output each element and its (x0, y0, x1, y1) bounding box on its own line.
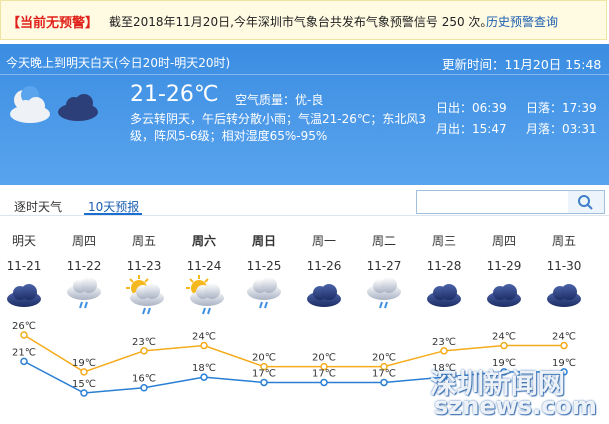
high-point (560, 341, 568, 350)
low-point (440, 373, 448, 381)
today-panel: 今天晚上到明天白天(今日20时-明天20时) 更新时间：11月20日 15:48… (0, 44, 609, 185)
high-point (380, 362, 388, 371)
high-label: 24℃ (552, 332, 576, 343)
high-line (23, 334, 564, 373)
low-label: 17℃ (252, 368, 276, 379)
date: 11-27 (367, 259, 402, 273)
low-label: 17℃ (312, 368, 336, 379)
date: 11-29 (487, 259, 522, 273)
low-point (320, 378, 328, 387)
description: 多云转阴天，午后转分散小雨；气温21-26℃；东北风3级，阵风5-6级；相对湿度… (130, 112, 426, 143)
high-point (200, 341, 208, 350)
high-label: 20℃ (372, 353, 396, 364)
high-label: 26℃ (12, 321, 36, 332)
date: 11-21 (7, 259, 42, 273)
low-point (380, 378, 388, 387)
today-icons (10, 86, 98, 123)
high-label: 24℃ (492, 332, 516, 343)
forecast-chart: 明天 11-21 周四 11-22 周五 11-23 周六 11-24 周日 11-25 周一 11-… (7, 233, 582, 397)
low-label: 19℃ (492, 358, 516, 369)
low-label: 18℃ (432, 363, 456, 374)
date: 11-30 (547, 259, 582, 273)
moonrise: 月出：15:47 (436, 122, 507, 136)
moonset: 月落：03:31 (526, 122, 597, 136)
alert-text: 截至2018年11月20日,今年深圳市气象台共发布气象预警信号 250 次。 (109, 15, 493, 29)
weekday: 周一 (312, 234, 336, 248)
high-point (260, 362, 268, 371)
high-label: 20℃ (312, 353, 336, 364)
high-point (80, 368, 88, 376)
weekday: 周六 (192, 233, 216, 248)
date: 11-26 (307, 259, 342, 273)
low-line (23, 360, 564, 394)
divider (0, 215, 609, 216)
low-point (500, 368, 508, 376)
updated: 更新时间：11月20日 15:48 (442, 57, 602, 72)
low-label: 16℃ (132, 374, 156, 385)
air-quality: 空气质量：优-良 (235, 93, 324, 107)
date: 11-23 (127, 259, 162, 273)
weekday: 周二 (372, 234, 396, 248)
sunrise: 日出：06:39 (436, 101, 507, 115)
tab-active[interactable]: 10天预报 (88, 200, 140, 214)
date: 11-22 (67, 259, 102, 273)
date: 11-25 (247, 259, 282, 273)
low-point (20, 357, 28, 366)
low-point (260, 378, 268, 387)
alert-banner: 【当前无预警】 截至2018年11月20日,今年深圳市气象台共发布气象预警信号 … (0, 0, 607, 40)
low-label: 17℃ (372, 368, 396, 379)
weekday: 周五 (552, 234, 576, 248)
high-label: 19℃ (72, 358, 96, 369)
high-point (20, 331, 28, 339)
low-point (80, 389, 88, 397)
tab-underline (84, 213, 142, 215)
weekday: 周四 (492, 234, 516, 248)
search-icon (578, 195, 593, 210)
tab[interactable]: 逐时天气 (14, 200, 63, 214)
alert-status: 【当前无预警】 (7, 16, 99, 31)
low-label: 19℃ (552, 358, 576, 369)
watermark-cn: 深圳新闻网 (430, 369, 565, 400)
high-point (140, 347, 148, 355)
date: 11-28 (427, 259, 462, 273)
sunset: 日落：17:39 (526, 101, 597, 115)
low-point (140, 383, 148, 392)
low-label: 18℃ (192, 363, 216, 374)
period: 今天晚上到明天白天(今日20时-明天20时) (6, 56, 231, 70)
watermark-en: sznews.com (434, 392, 597, 420)
date: 11-24 (187, 259, 222, 273)
high-label: 23℃ (132, 337, 156, 348)
weekday: 周四 (72, 234, 96, 248)
weekday: 周三 (432, 234, 456, 248)
low-label: 15℃ (72, 379, 96, 390)
high-point (500, 341, 508, 350)
high-label: 20℃ (252, 353, 276, 364)
temp-range: 21-26℃ (130, 82, 219, 107)
history-link[interactable]: 历史预警查询 (486, 15, 559, 29)
search-input[interactable] (416, 190, 570, 214)
high-point (440, 347, 448, 355)
search-button[interactable] (568, 190, 605, 214)
weekday: 周五 (132, 234, 156, 248)
weekday: 周日 (252, 234, 276, 248)
high-label: 24℃ (192, 332, 216, 343)
low-point (200, 373, 208, 381)
weekday: 明天 (12, 234, 36, 248)
low-point (560, 368, 568, 376)
high-point (320, 362, 328, 371)
high-label: 23℃ (432, 337, 456, 348)
low-label: 21℃ (12, 347, 36, 358)
